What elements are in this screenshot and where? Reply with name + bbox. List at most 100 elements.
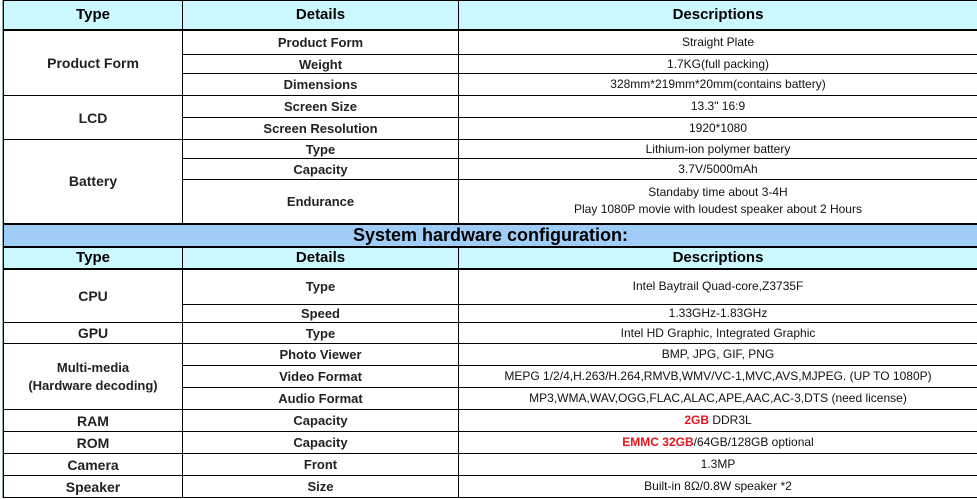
type-label: Camera	[67, 456, 119, 473]
description-text: MEPG 1/2/4,H.263/H.264,RMVB,WMV/VC-1,MVC…	[504, 369, 932, 383]
description-cell: 13.3" 16:9	[458, 95, 977, 118]
detail-cell: Type	[182, 268, 459, 305]
type-cell: RAM	[3, 409, 183, 432]
description-text: 328mm*219mm*20mm(contains battery)	[610, 77, 826, 91]
section-banner: System hardware configuration:	[3, 222, 977, 248]
detail-cell: Audio Format	[182, 387, 459, 410]
description-cell: MP3,WMA,WAV,OGG,FLAC,ALAC,APE,AAC,AC-3,D…	[458, 387, 977, 410]
detail-cell: Capacity	[182, 158, 459, 180]
table-row: RAM Capacity 2GB DDR3L	[3, 409, 977, 432]
column-header-descriptions: Descriptions	[458, 0, 977, 31]
table-row: Audio Format MP3,WMA,WAV,OGG,FLAC,ALAC,AP…	[4, 387, 977, 410]
table-row: GPU Type Intel HD Graphic, Integrated Grap…	[3, 322, 977, 344]
detail-cell: Size	[182, 475, 459, 498]
table-row: CPU Type Intel Baytrail Quad-core,Z3735F	[3, 268, 977, 323]
description-text: 1.7KG(full packing)	[666, 56, 770, 71]
column-header-descriptions: Descriptions	[458, 246, 977, 270]
description-text: 1920*1080	[688, 121, 748, 135]
description-text: 3.7V/5000mAh	[678, 161, 758, 176]
detail-cell: Front	[182, 453, 459, 476]
type-label: CPU	[78, 287, 108, 304]
type-label: Speaker	[65, 478, 121, 495]
detail-cell: Capacity	[182, 409, 459, 432]
description-cell: 2GB DDR3L	[458, 409, 977, 432]
description-text: 1.3MP	[700, 457, 736, 471]
type-label: LCD	[78, 109, 108, 126]
section1-header-row: Type Details Descriptions	[3, 0, 977, 31]
type-label: GPU	[77, 325, 109, 341]
description-cell: Straight Plate	[458, 29, 977, 55]
type-sublabel: (Hardware decoding)	[28, 377, 158, 393]
type-cell: LCD	[3, 95, 183, 140]
description-text: Intel HD Graphic, Integrated Graphic	[620, 325, 816, 340]
table-row: Multi-media (Hardware decoding) Photo View…	[3, 343, 977, 410]
description-text: BMP, JPG, GIF, PNG	[661, 347, 775, 361]
description-text: 13.3" 16:9	[690, 99, 746, 113]
table-row: Speed 1.33GHz-1.83GHz	[4, 304, 977, 323]
description-cell: MEPG 1/2/4,H.263/H.264,RMVB,WMV/VC-1,MVC…	[458, 365, 977, 388]
description-cell: 1920*1080	[458, 117, 977, 140]
detail-cell: Capacity	[182, 431, 459, 454]
table-row: Screen Resolution 1920*1080	[4, 117, 977, 140]
detail-cell: Dimensions	[182, 73, 459, 96]
description-cell: EMMC 32GB/64GB/128GB optional	[458, 431, 977, 454]
type-cell: Battery	[3, 139, 183, 224]
description-cell: BMP, JPG, GIF, PNG	[458, 343, 977, 366]
type-cell: Speaker	[3, 475, 183, 498]
table-row: Battery Type Lithium-ion polymer battery	[3, 139, 977, 224]
column-header-type: Type	[3, 0, 183, 31]
column-header-type: Type	[3, 246, 183, 270]
description-text: Standaby time about 3-4H	[648, 185, 788, 200]
detail-cell: Type	[182, 139, 459, 159]
description-text: Straight Plate	[681, 34, 755, 49]
detail-cell: Type	[182, 322, 459, 344]
detail-cell: Product Form	[182, 29, 459, 55]
description-text: DDR3L	[709, 413, 752, 427]
column-header-details: Details	[182, 0, 459, 31]
table-row: Endurance Standaby time about 3-4H Play 10…	[4, 179, 977, 224]
type-cell: Product Form	[3, 29, 183, 96]
description-text: 1.33GHz-1.83GHz	[668, 306, 768, 320]
type-label: ROM	[76, 434, 110, 451]
spec-table: Type Details Descriptions Product Form Produ…	[3, 0, 977, 498]
banner-row: System hardware configuration:	[3, 222, 977, 248]
description-cell: Standaby time about 3-4H Play 1080P movie…	[458, 179, 977, 224]
description-cell: 1.33GHz-1.83GHz	[458, 304, 977, 323]
highlighted-text: 2GB	[684, 413, 709, 427]
type-cell: GPU	[3, 322, 183, 344]
description-text: Play 1080P movie with loudest speaker ab…	[574, 202, 862, 217]
description-cell: Intel Baytrail Quad-core,Z3735F	[458, 268, 977, 305]
table-row: Product Form Product Form Straight Plate	[3, 29, 977, 96]
detail-cell: Endurance	[182, 179, 459, 224]
description-cell: 3.7V/5000mAh	[458, 158, 977, 180]
type-cell: Camera	[3, 453, 183, 476]
type-label: Multi-media	[56, 359, 130, 375]
description-cell: Lithium-ion polymer battery	[458, 139, 977, 159]
description-cell: Intel HD Graphic, Integrated Graphic	[458, 322, 977, 344]
description-text: Lithium-ion polymer battery	[645, 141, 791, 156]
description-cell: 1.7KG(full packing)	[458, 54, 977, 74]
detail-cell: Screen Size	[182, 95, 459, 118]
description-text: MP3,WMA,WAV,OGG,FLAC,ALAC,APE,AAC,AC-3,D…	[529, 391, 907, 405]
detail-cell: Video Format	[182, 365, 459, 388]
description-text: Built-in 8Ω/0.8W speaker *2	[644, 479, 792, 493]
highlighted-text: EMMC 32GB	[622, 435, 694, 449]
type-label: RAM	[77, 412, 109, 429]
type-label: Product Form	[47, 54, 139, 71]
description-text: Intel Baytrail Quad-core,Z3735F	[632, 279, 804, 294]
description-cell: 328mm*219mm*20mm(contains battery)	[458, 73, 977, 96]
description-cell: 1.3MP	[458, 453, 977, 476]
table-row: ROM Capacity EMMC 32GB/64GB/128GB optional	[3, 431, 977, 454]
type-cell: CPU	[3, 268, 183, 323]
detail-cell: Photo Viewer	[182, 343, 459, 366]
description-cell: Built-in 8Ω/0.8W speaker *2	[458, 475, 977, 498]
detail-cell: Speed	[182, 304, 459, 323]
detail-cell: Screen Resolution	[182, 117, 459, 140]
type-cell: Multi-media (Hardware decoding)	[3, 343, 183, 410]
type-cell: ROM	[3, 431, 183, 454]
section2-header-row: Type Details Descriptions	[3, 246, 977, 270]
detail-cell: Weight	[182, 54, 459, 74]
table-row: Speaker Size Built-in 8Ω/0.8W speaker *2	[3, 475, 977, 498]
column-header-details: Details	[182, 246, 459, 270]
